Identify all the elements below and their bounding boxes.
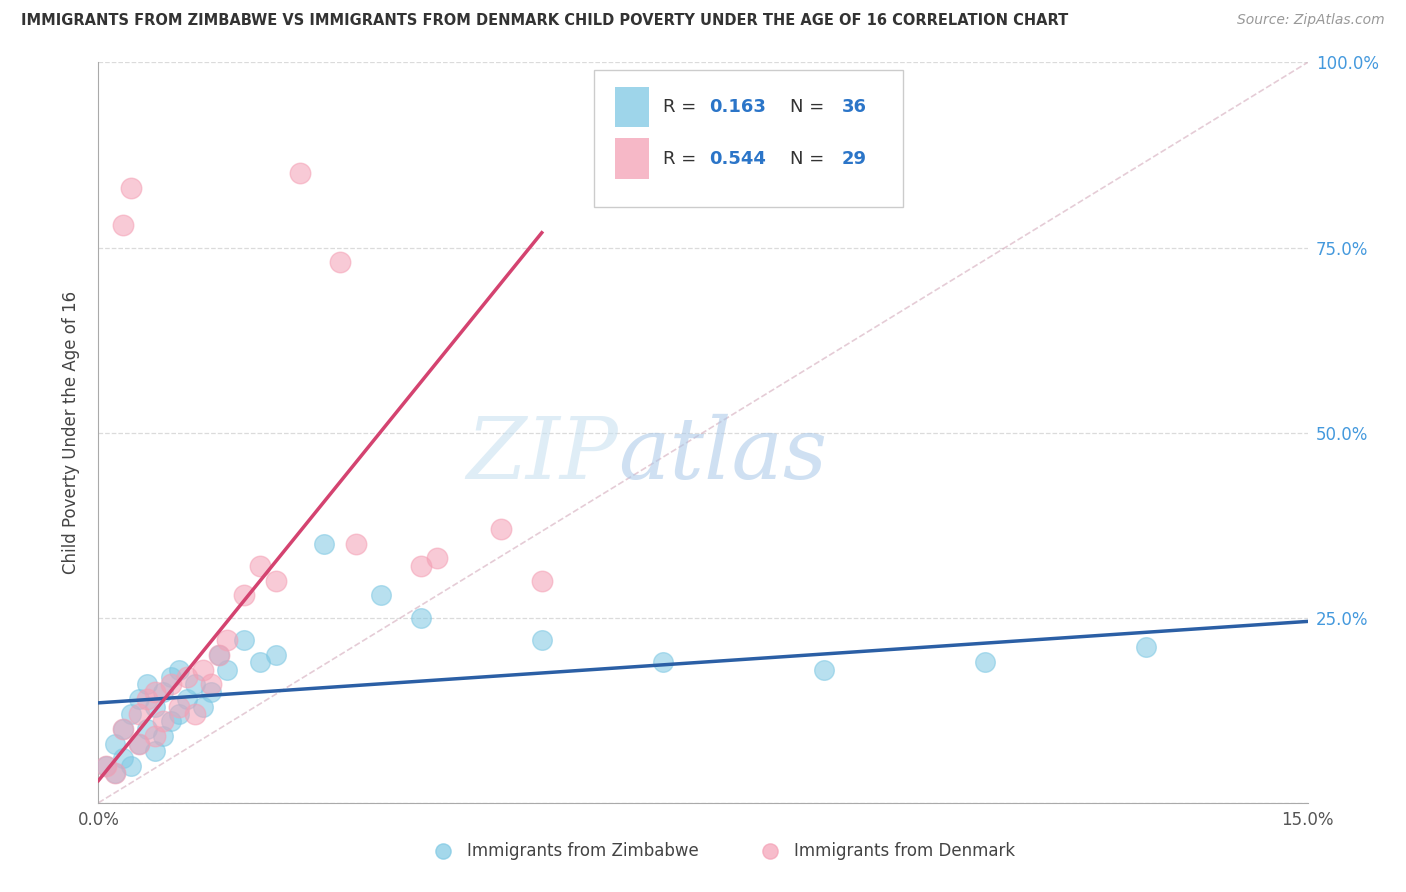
Text: Immigrants from Denmark: Immigrants from Denmark — [793, 842, 1015, 860]
Point — [135, 722, 157, 736]
Y-axis label: Child Poverty Under the Age of 16: Child Poverty Under the Age of 16 — [62, 291, 80, 574]
Point — [217, 632, 239, 647]
Text: R =: R = — [664, 98, 702, 116]
FancyBboxPatch shape — [614, 87, 648, 128]
Point — [288, 166, 311, 180]
Point — [329, 255, 352, 269]
Point — [264, 648, 287, 662]
Point — [143, 685, 166, 699]
Point — [167, 699, 190, 714]
Point — [264, 574, 287, 588]
Text: atlas: atlas — [619, 414, 828, 496]
Point — [128, 737, 150, 751]
Text: N =: N = — [790, 150, 830, 168]
Point — [160, 677, 183, 691]
Point — [111, 722, 134, 736]
Text: Source: ZipAtlas.com: Source: ZipAtlas.com — [1237, 13, 1385, 28]
Text: ZIP: ZIP — [467, 414, 619, 496]
Point — [176, 692, 198, 706]
Text: 36: 36 — [842, 98, 868, 116]
Text: 0.163: 0.163 — [709, 98, 766, 116]
Point — [103, 766, 125, 780]
Point — [111, 219, 134, 233]
Point — [200, 685, 222, 699]
Point — [128, 737, 150, 751]
Point — [184, 677, 207, 691]
Point — [176, 670, 198, 684]
Point — [193, 699, 215, 714]
Point — [135, 677, 157, 691]
Text: 29: 29 — [842, 150, 868, 168]
Point — [111, 722, 134, 736]
Point — [813, 663, 835, 677]
Point — [120, 706, 142, 721]
Point — [314, 536, 336, 550]
Point — [143, 699, 166, 714]
Point — [167, 663, 190, 677]
Point — [370, 589, 392, 603]
Point — [249, 558, 271, 573]
Text: 0.544: 0.544 — [709, 150, 766, 168]
Point — [217, 663, 239, 677]
Point — [409, 558, 432, 573]
Point — [152, 685, 174, 699]
Point — [143, 729, 166, 743]
Point — [96, 758, 118, 772]
Point — [409, 610, 432, 624]
Point — [344, 536, 367, 550]
FancyBboxPatch shape — [595, 70, 903, 207]
Point — [160, 714, 183, 729]
Point — [193, 663, 215, 677]
Point — [103, 766, 125, 780]
Text: IMMIGRANTS FROM ZIMBABWE VS IMMIGRANTS FROM DENMARK CHILD POVERTY UNDER THE AGE : IMMIGRANTS FROM ZIMBABWE VS IMMIGRANTS F… — [21, 13, 1069, 29]
Point — [128, 706, 150, 721]
Point — [103, 737, 125, 751]
Point — [120, 758, 142, 772]
Point — [232, 589, 254, 603]
Point — [651, 655, 673, 669]
Point — [160, 670, 183, 684]
Point — [530, 574, 553, 588]
Point — [143, 744, 166, 758]
Point — [120, 181, 142, 195]
Point — [184, 706, 207, 721]
Point — [128, 692, 150, 706]
Point — [208, 648, 231, 662]
Point — [232, 632, 254, 647]
FancyBboxPatch shape — [614, 138, 648, 179]
Point — [530, 632, 553, 647]
Text: R =: R = — [664, 150, 702, 168]
Point — [208, 648, 231, 662]
Point — [974, 655, 997, 669]
Point — [135, 692, 157, 706]
Point — [167, 706, 190, 721]
Text: Immigrants from Zimbabwe: Immigrants from Zimbabwe — [467, 842, 699, 860]
Point — [491, 522, 513, 536]
Text: N =: N = — [790, 98, 830, 116]
Point — [1135, 640, 1157, 655]
Point — [426, 551, 449, 566]
Point — [200, 677, 222, 691]
Point — [152, 714, 174, 729]
Point — [249, 655, 271, 669]
Point — [96, 758, 118, 772]
Point — [152, 729, 174, 743]
Point — [111, 751, 134, 765]
